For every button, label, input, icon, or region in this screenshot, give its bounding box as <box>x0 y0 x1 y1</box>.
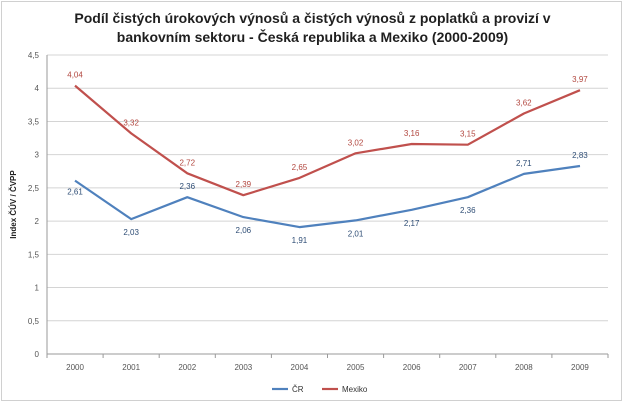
data-label: 2,17 <box>404 219 420 228</box>
data-label: 3,15 <box>460 130 476 139</box>
x-tick-label: 2006 <box>403 363 421 372</box>
x-tick-label: 2001 <box>122 363 140 372</box>
chart-title-line-1: Podíl čistých úrokových výnosů a čistých… <box>74 10 551 26</box>
data-label: 2,03 <box>123 228 139 237</box>
data-label: 3,32 <box>123 118 139 127</box>
data-label: 2,61 <box>67 188 83 197</box>
y-tick-label: 4 <box>35 84 40 93</box>
y-tick-label: 2,5 <box>28 184 40 193</box>
y-tick-label: 2 <box>35 217 40 226</box>
data-label: 3,16 <box>404 129 420 138</box>
data-label: 2,39 <box>236 180 252 189</box>
y-tick-label: 3,5 <box>28 117 40 126</box>
series-line-mexiko <box>74 84 581 197</box>
chart-title: Podíl čistých úrokových výnosů a čistých… <box>0 9 625 47</box>
x-tick-label: 2003 <box>234 363 252 372</box>
x-tick-label: 2008 <box>515 363 533 372</box>
data-label: 2,36 <box>179 182 195 191</box>
data-label: 2,06 <box>236 226 252 235</box>
x-tick-label: 2000 <box>66 363 84 372</box>
x-tick-label: 2004 <box>291 363 309 372</box>
y-tick-label: 0 <box>35 350 40 359</box>
y-tick-label: 0,5 <box>28 317 40 326</box>
x-tick-label: 2002 <box>178 363 196 372</box>
chart-title-line-2: bankovním sektoru - Česká republika a Me… <box>116 29 509 45</box>
legend-label-cr: ČR <box>292 385 304 394</box>
data-label: 2,83 <box>572 151 588 160</box>
data-label: 2,71 <box>516 159 532 168</box>
y-tick-label: 1,5 <box>28 250 40 259</box>
data-label: 3,02 <box>348 138 364 147</box>
y-tick-label: 3 <box>35 151 40 160</box>
x-tick-label: 2009 <box>571 363 589 372</box>
data-label: 2,36 <box>460 206 476 215</box>
data-label: 2,65 <box>292 163 308 172</box>
legend-label-mexiko: Mexiko <box>342 385 368 394</box>
data-label: 2,01 <box>348 229 364 238</box>
data-label: 3,62 <box>516 98 532 107</box>
series-line-cr <box>74 164 581 229</box>
x-tick-label: 2007 <box>459 363 477 372</box>
data-label: 1,91 <box>292 236 308 245</box>
data-label: 2,72 <box>179 158 195 167</box>
y-tick-label: 4,5 <box>28 51 40 60</box>
data-label: 4,04 <box>67 71 83 80</box>
x-tick-label: 2005 <box>347 363 365 372</box>
y-axis-title: Index ČÚV / ČVPP <box>9 170 18 239</box>
data-label: 3,97 <box>572 75 588 84</box>
y-tick-label: 1 <box>35 284 40 293</box>
